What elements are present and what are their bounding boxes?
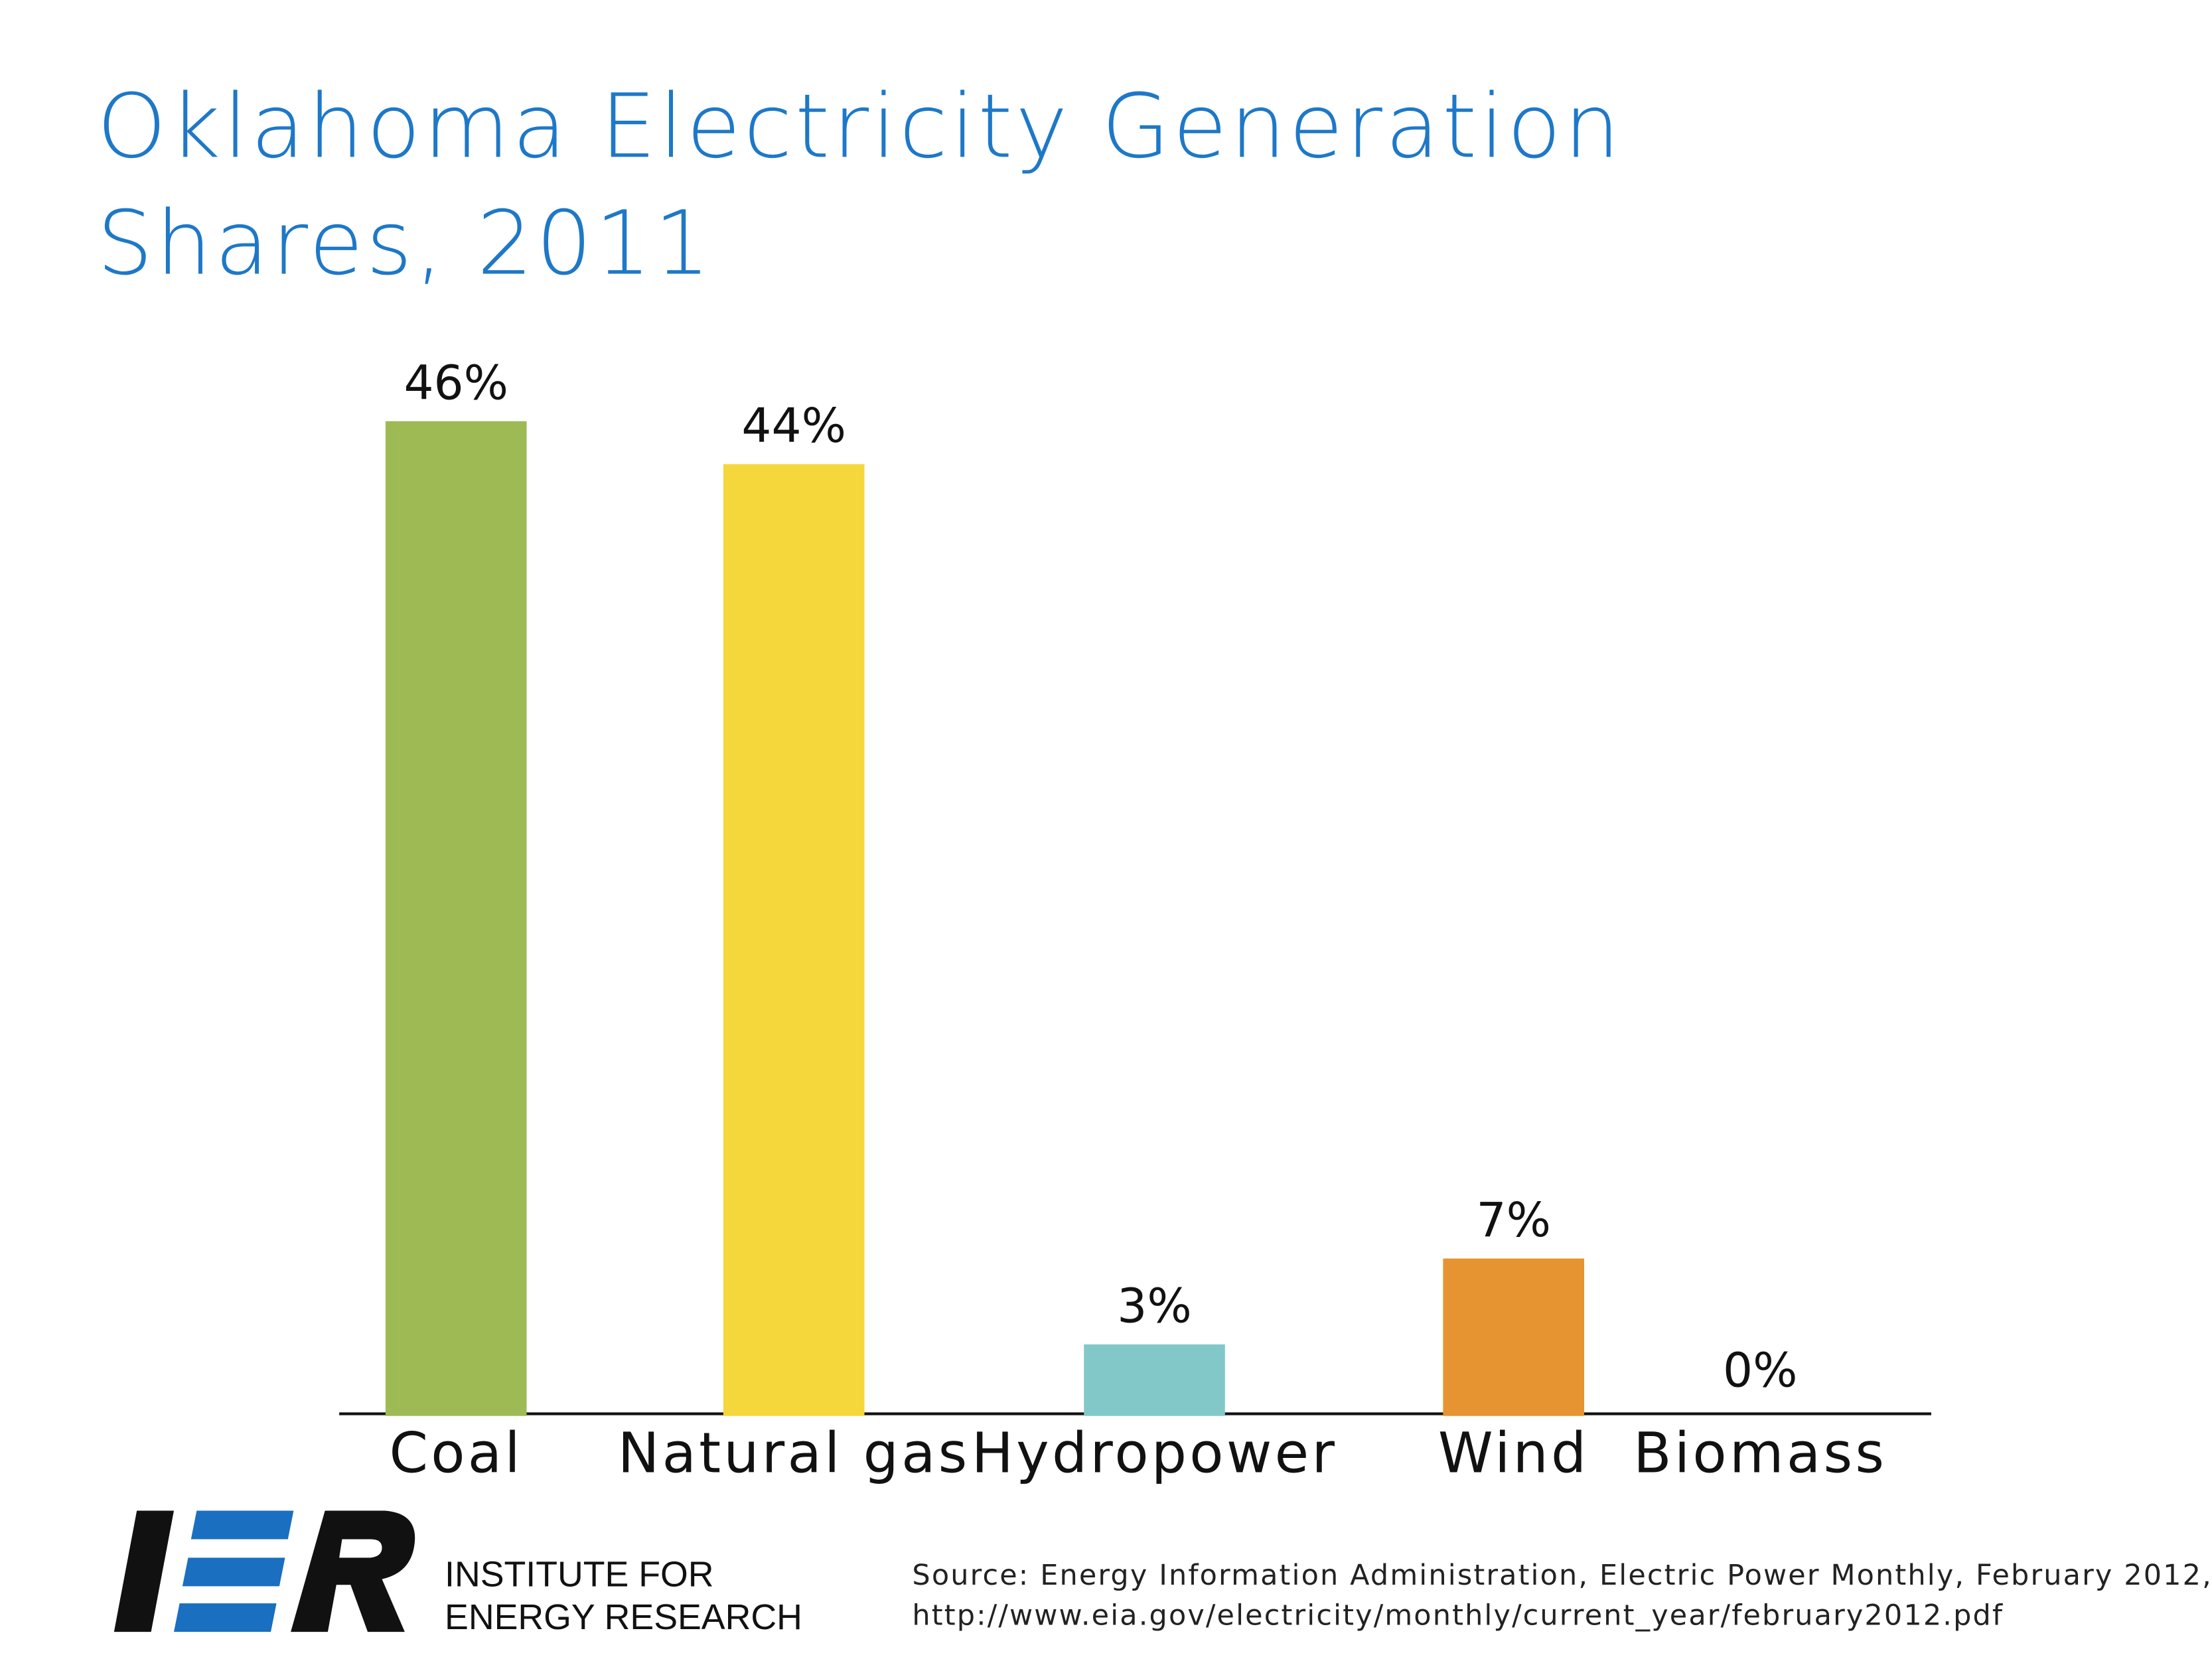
- source: http://www.eia.gov/electricity/monthly/c…: [912, 1599, 2004, 1632]
- bar: [1084, 1344, 1225, 1416]
- bar: [385, 421, 527, 1416]
- bar: [1443, 1258, 1585, 1416]
- source: Source: Energy Information Administratio…: [912, 1559, 2212, 1592]
- x-tick-label: Wind: [1438, 1421, 1589, 1486]
- logo-e: [190, 1510, 294, 1540]
- value-label: 0%: [1723, 1343, 1797, 1398]
- value-label: 7%: [1476, 1192, 1550, 1248]
- logo-text: ENERGY RESEARCH: [445, 1597, 802, 1637]
- logo-e: [174, 1603, 277, 1632]
- chart-title: Oklahoma Electricity Generation: [97, 75, 1623, 178]
- x-tick-label: Coal: [389, 1421, 523, 1486]
- logo-r: [291, 1510, 415, 1632]
- x-tick-label: Hydropower: [972, 1421, 1337, 1486]
- logo: INSTITUTE FOR ENERGY RESEARCH: [113, 1510, 802, 1637]
- logo-text: INSTITUTE FOR: [445, 1554, 714, 1594]
- x-tick-label: Biomass: [1633, 1421, 1887, 1486]
- x-tick-label: Natural gas: [618, 1421, 970, 1486]
- value-label: 44%: [741, 398, 846, 453]
- bar: [723, 464, 865, 1416]
- value-label: 46%: [404, 355, 508, 410]
- value-label: 3%: [1117, 1279, 1191, 1334]
- chart-title: Shares, 2011: [97, 192, 713, 295]
- logo-e: [182, 1557, 285, 1587]
- logo-i: [113, 1510, 175, 1632]
